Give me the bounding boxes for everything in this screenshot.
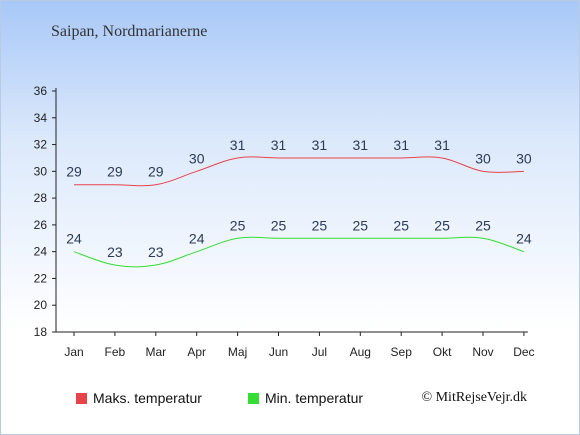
y-tick-label: 36 (34, 84, 48, 98)
data-label-max: 30 (475, 150, 491, 166)
data-label-min: 25 (475, 217, 491, 233)
y-tick-label: 20 (34, 298, 48, 312)
data-label-max: 29 (107, 164, 123, 180)
data-label-min: 25 (271, 217, 287, 233)
data-label-min: 25 (393, 217, 409, 233)
chart-title: Saipan, Nordmarianerne (51, 23, 208, 40)
data-label-max: 31 (312, 137, 328, 153)
data-label-max: 31 (271, 137, 287, 153)
data-label-max: 30 (516, 150, 532, 166)
x-tick-label-jun: Jun (269, 345, 288, 359)
data-label-min: 25 (312, 217, 328, 233)
x-tick-label-nov: Nov (472, 345, 493, 359)
x-tick-label-maj: Maj (228, 345, 247, 359)
series-group (73, 156, 525, 268)
data-label-max: 31 (230, 137, 246, 153)
series-line-min (73, 236, 525, 268)
y-tick-label: 34 (34, 111, 48, 125)
x-tick-label-apr: Apr (187, 345, 206, 359)
y-tick-label: 18 (34, 325, 48, 339)
x-tick-label-sep: Sep (391, 345, 413, 359)
data-label-max: 30 (189, 150, 205, 166)
legend-item-max: Maks. temperatur (76, 390, 202, 406)
data-label-max: 31 (434, 137, 450, 153)
x-tick-label-mar: Mar (145, 345, 166, 359)
x-tick-label-jul: Jul (312, 345, 327, 359)
x-tick-label-aug: Aug (350, 345, 371, 359)
y-tick-label: 28 (34, 191, 48, 205)
y-tick-label: 32 (34, 138, 48, 152)
y-tick-label: 26 (34, 218, 48, 232)
data-label-max: 29 (66, 164, 82, 180)
data-label-min: 25 (353, 217, 369, 233)
y-tick-label: 24 (34, 245, 48, 259)
copyright-text: © MitRejseVejr.dk (421, 390, 527, 405)
legend-label-min: Min. temperatur (265, 390, 364, 406)
legend-item-min: Min. temperatur (248, 390, 363, 406)
data-label-max: 31 (353, 137, 369, 153)
x-tick-label-dec: Dec (513, 345, 534, 359)
series-line-max (73, 156, 524, 187)
data-label-max: 31 (393, 137, 409, 153)
data-label-min: 25 (434, 217, 450, 233)
data-labels: 29 29 29 30 31 31 31 31 31 31 30 30 24 23 23 24 25 25 25 25… (66, 137, 532, 260)
legend-label-max: Maks. temperatur (93, 390, 202, 406)
x-tick-label-feb: Feb (105, 345, 126, 359)
y-tick-label: 22 (34, 271, 48, 285)
legend-swatch-max (76, 392, 87, 404)
data-label-min: 25 (230, 217, 246, 233)
data-label-max: 29 (148, 164, 164, 180)
axes: 18 20 22 24 26 28 30 32 34 36 Jan Feb Mar Apr Maj Jun Ju… (34, 84, 535, 359)
x-tick-label-jan: Jan (64, 345, 83, 359)
data-label-min: 23 (148, 244, 164, 260)
legend-swatch-min (248, 392, 259, 404)
data-label-min: 23 (107, 244, 123, 260)
y-tick-label: 30 (34, 164, 48, 178)
data-label-min: 24 (189, 231, 205, 247)
data-label-min: 24 (66, 231, 82, 247)
x-tick-label-okt: Okt (433, 345, 452, 359)
data-label-min: 24 (516, 231, 532, 247)
